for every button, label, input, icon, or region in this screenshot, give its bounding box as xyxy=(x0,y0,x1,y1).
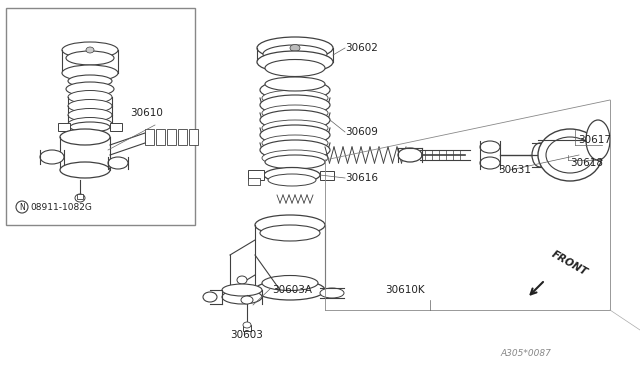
Text: 30609: 30609 xyxy=(345,127,378,137)
Text: FRONT: FRONT xyxy=(550,250,589,278)
Ellipse shape xyxy=(62,42,118,58)
Bar xyxy=(320,171,334,180)
Ellipse shape xyxy=(546,137,594,173)
Ellipse shape xyxy=(398,148,422,162)
Ellipse shape xyxy=(263,45,327,63)
Ellipse shape xyxy=(222,290,262,304)
Bar xyxy=(58,123,70,131)
Bar xyxy=(110,123,122,131)
Ellipse shape xyxy=(241,296,253,304)
Ellipse shape xyxy=(257,51,333,73)
Text: 30610K: 30610K xyxy=(385,285,424,295)
Ellipse shape xyxy=(586,120,610,160)
Ellipse shape xyxy=(68,99,112,112)
Ellipse shape xyxy=(260,110,330,130)
Ellipse shape xyxy=(66,51,114,65)
Text: 30602: 30602 xyxy=(345,43,378,53)
Ellipse shape xyxy=(255,215,325,235)
Ellipse shape xyxy=(260,125,330,145)
Ellipse shape xyxy=(70,122,110,132)
Ellipse shape xyxy=(565,146,573,152)
Ellipse shape xyxy=(268,174,316,186)
Ellipse shape xyxy=(265,77,325,91)
Ellipse shape xyxy=(66,82,114,96)
Ellipse shape xyxy=(573,147,585,163)
Bar xyxy=(248,178,260,185)
Ellipse shape xyxy=(255,280,325,300)
Text: 08911-1082G: 08911-1082G xyxy=(30,202,92,212)
Ellipse shape xyxy=(260,225,320,241)
Bar xyxy=(156,129,165,145)
Ellipse shape xyxy=(260,80,330,100)
Text: A305*0087: A305*0087 xyxy=(500,349,551,358)
Bar xyxy=(565,141,593,169)
Ellipse shape xyxy=(265,155,325,169)
Ellipse shape xyxy=(86,47,94,53)
Text: 30610: 30610 xyxy=(130,108,163,118)
Ellipse shape xyxy=(16,201,28,213)
Bar xyxy=(178,129,187,145)
Text: 30618: 30618 xyxy=(570,158,603,168)
Ellipse shape xyxy=(585,146,593,152)
Ellipse shape xyxy=(264,167,320,183)
Ellipse shape xyxy=(262,120,328,136)
Ellipse shape xyxy=(480,157,500,169)
Bar xyxy=(6,8,195,225)
Ellipse shape xyxy=(68,90,112,103)
Ellipse shape xyxy=(68,118,112,131)
Bar xyxy=(243,325,251,331)
Ellipse shape xyxy=(262,150,328,166)
Ellipse shape xyxy=(237,276,247,284)
Ellipse shape xyxy=(532,143,548,167)
Ellipse shape xyxy=(75,194,85,202)
Ellipse shape xyxy=(222,284,262,296)
Ellipse shape xyxy=(257,37,333,59)
Ellipse shape xyxy=(203,292,217,302)
Ellipse shape xyxy=(40,150,64,164)
Ellipse shape xyxy=(262,90,328,106)
Ellipse shape xyxy=(290,45,300,51)
Bar xyxy=(145,129,154,145)
Ellipse shape xyxy=(262,276,318,291)
Ellipse shape xyxy=(60,129,110,145)
Text: 30603A: 30603A xyxy=(272,285,312,295)
Bar xyxy=(167,129,176,145)
Ellipse shape xyxy=(538,129,602,181)
Text: 30603: 30603 xyxy=(230,330,263,340)
Ellipse shape xyxy=(260,95,330,115)
Bar xyxy=(248,170,264,180)
Text: 30616: 30616 xyxy=(345,173,378,183)
Ellipse shape xyxy=(108,157,128,169)
Ellipse shape xyxy=(265,60,325,77)
Ellipse shape xyxy=(260,140,330,160)
Ellipse shape xyxy=(62,65,118,81)
Ellipse shape xyxy=(262,105,328,121)
Ellipse shape xyxy=(243,322,251,328)
Ellipse shape xyxy=(60,162,110,178)
Text: 30631: 30631 xyxy=(498,165,531,175)
Text: 30617: 30617 xyxy=(578,135,611,145)
Ellipse shape xyxy=(68,109,112,122)
Bar xyxy=(189,129,198,145)
Ellipse shape xyxy=(68,75,112,87)
Text: N: N xyxy=(19,202,25,212)
Ellipse shape xyxy=(262,135,328,151)
Ellipse shape xyxy=(480,141,500,153)
Bar xyxy=(77,194,83,199)
Ellipse shape xyxy=(320,288,344,298)
